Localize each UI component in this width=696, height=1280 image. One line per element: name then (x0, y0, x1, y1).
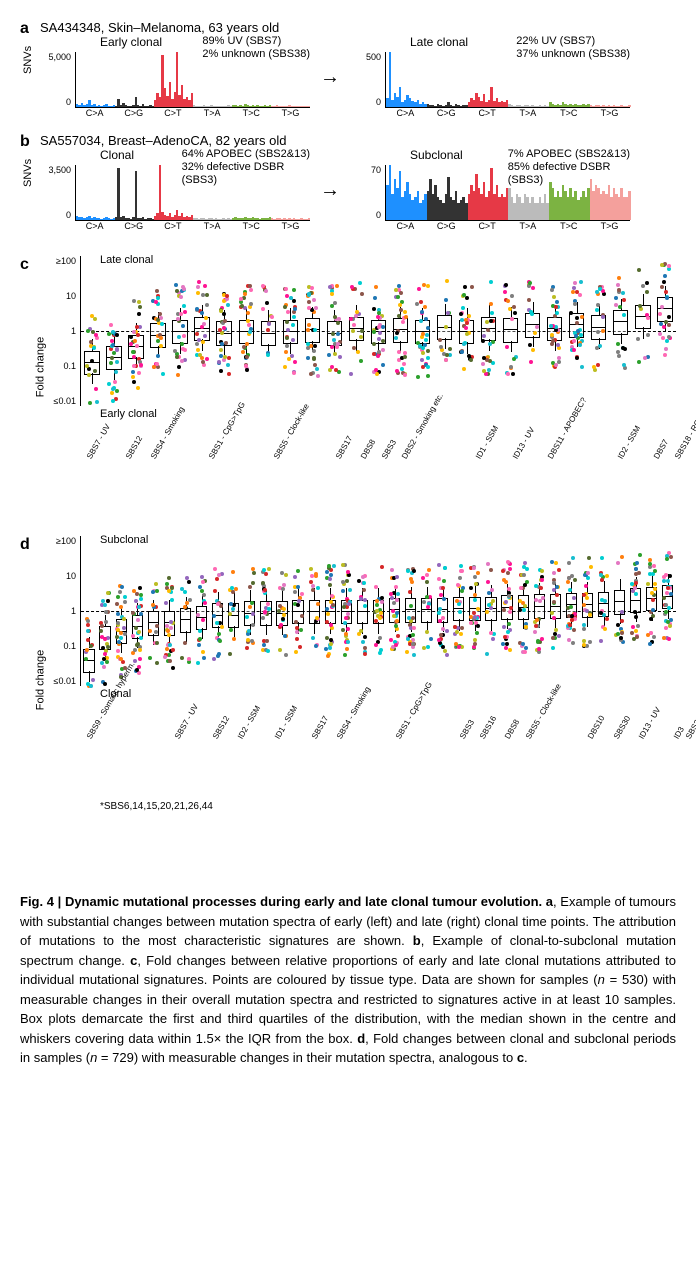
panel-c: c Late clonal Fold change ≥1001010.1≤0.0… (20, 256, 676, 466)
spectrum-b-right: Subclonal 7% APOBEC (SBS2&13)85% defecti… (350, 150, 630, 231)
panel-b-label: b (20, 133, 30, 151)
spectrum-b-left: Clonal 64% APOBEC (SBS2&13)32% defective… (40, 150, 310, 231)
panel-b: b SA557034, Breast–AdenoCA, 82 years old… (20, 133, 676, 231)
spectrum-a-right: Late clonal 22% UV (SBS7)37% unknown (SB… (350, 37, 630, 118)
figure-caption: Fig. 4 | Dynamic mutational processes du… (20, 892, 676, 1068)
panel-d: d Subclonal Fold change ≥1001010.1≤0.01 … (20, 536, 676, 812)
panel-c-label: c (20, 256, 29, 274)
footnote: *SBS6,14,15,20,21,26,44 (100, 801, 676, 812)
sample-b-title: SA557034, Breast–AdenoCA, 82 years old (40, 133, 676, 148)
arrow-icon: → (320, 179, 340, 202)
panel-d-label: d (20, 536, 30, 554)
spectrum-a-left: Early clonal 89% UV (SBS7)2% unknown (SB… (40, 37, 310, 118)
panel-a-label: a (20, 20, 29, 38)
sample-a-title: SA434348, Skin–Melanoma, 63 years old (40, 20, 676, 35)
panel-a: a SA434348, Skin–Melanoma, 63 years old … (20, 20, 676, 118)
arrow-icon: → (320, 66, 340, 89)
